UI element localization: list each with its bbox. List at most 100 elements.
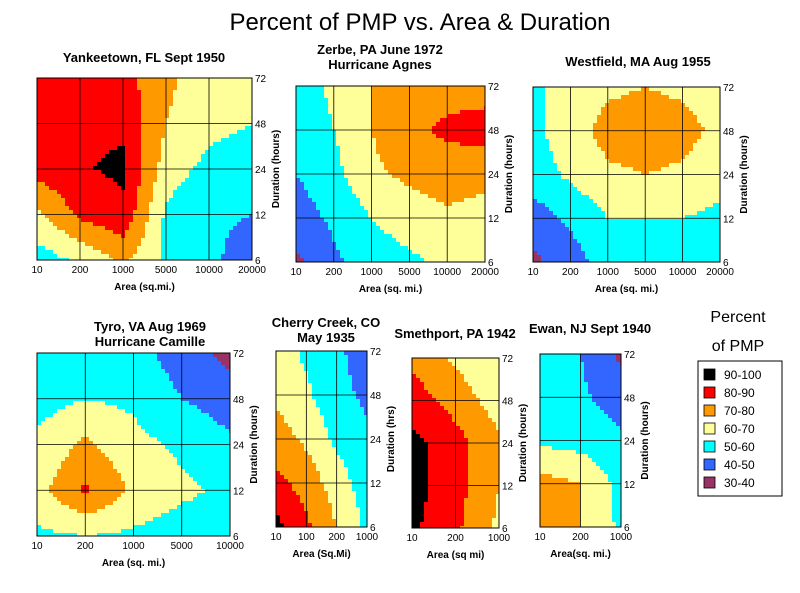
contour-cell <box>328 178 333 183</box>
contour-cell <box>392 114 397 119</box>
contour-cell <box>165 106 170 111</box>
contour-cell <box>384 142 389 147</box>
contour-cell <box>376 110 381 115</box>
contour-cell <box>49 182 54 187</box>
contour-cell <box>541 95 546 100</box>
contour-cell <box>97 238 102 243</box>
contour-cell <box>225 118 230 123</box>
contour-cell <box>125 98 130 103</box>
contour-cell <box>400 178 405 183</box>
contour-cell <box>77 94 82 99</box>
contour-cell <box>149 234 154 239</box>
contour-cell <box>57 118 62 123</box>
contour-cell <box>372 178 377 183</box>
contour-cell <box>344 86 349 91</box>
contour-cell <box>380 90 385 95</box>
contour-cell <box>37 142 42 147</box>
contour-cell <box>693 95 698 100</box>
contour-cell <box>153 146 158 151</box>
contour-cell <box>368 158 373 163</box>
contour-cell <box>324 254 329 259</box>
contour-cell <box>408 226 413 231</box>
y-axis-label: Duration (hours) <box>504 135 515 213</box>
contour-cell <box>209 110 214 115</box>
contour-cell <box>360 98 365 103</box>
contour-cell <box>193 242 198 247</box>
contour-cell <box>101 230 106 235</box>
contour-cell <box>348 210 353 215</box>
contour-cell <box>380 198 385 203</box>
contour-cell <box>368 230 373 235</box>
contour-cell <box>97 90 102 95</box>
contour-cell <box>308 110 313 115</box>
contour-cell <box>81 166 86 171</box>
contour-cell <box>380 102 385 107</box>
contour-cell <box>193 122 198 127</box>
contour-cell <box>428 98 433 103</box>
contour-cell <box>408 210 413 215</box>
contour-cell <box>388 254 393 259</box>
contour-cell <box>153 126 158 131</box>
contour-cell <box>344 174 349 179</box>
contour-cell <box>412 198 417 203</box>
contour-cell <box>428 234 433 239</box>
contour-cell <box>181 186 186 191</box>
contour-cell <box>41 250 46 255</box>
contour-cell <box>129 134 134 139</box>
contour-cell <box>41 246 46 251</box>
contour-cell <box>221 238 226 243</box>
contour-cell <box>61 182 66 187</box>
contour-cell <box>404 118 409 123</box>
contour-cell <box>217 122 222 127</box>
contour-cell <box>237 114 242 119</box>
contour-cell <box>73 154 78 159</box>
contour-cell <box>137 158 142 163</box>
contour-cell <box>617 91 622 96</box>
contour-cell <box>396 222 401 227</box>
contour-cell <box>117 78 122 83</box>
contour-cell <box>93 134 98 139</box>
contour-cell <box>157 118 162 123</box>
contour-cell <box>241 190 246 195</box>
contour-cell <box>201 78 206 83</box>
contour-cell <box>296 126 301 131</box>
contour-cell <box>428 198 433 203</box>
contour-cell <box>213 142 218 147</box>
contour-cell <box>464 194 469 199</box>
contour-cell <box>229 82 234 87</box>
contour-cell <box>412 222 417 227</box>
contour-cell <box>133 86 138 91</box>
contour-cell <box>169 226 174 231</box>
contour-cell <box>416 106 421 111</box>
contour-cell <box>308 238 313 243</box>
contour-cell <box>432 106 437 111</box>
contour-cell <box>189 258 194 261</box>
contour-cell <box>173 178 178 183</box>
contour-cell <box>697 99 702 104</box>
contour-cell <box>77 110 82 115</box>
x-tick-label: 1000 <box>112 265 135 276</box>
contour-cell <box>161 78 166 83</box>
contour-cell <box>37 158 42 163</box>
contour-cell <box>316 158 321 163</box>
contour-cell <box>444 238 449 243</box>
contour-cell <box>209 106 214 111</box>
contour-cell <box>73 166 78 171</box>
contour-cell <box>428 118 433 123</box>
contour-cell <box>356 238 361 243</box>
contour-cell <box>308 162 313 167</box>
contour-cell <box>237 78 242 83</box>
contour-cell <box>85 210 90 215</box>
contour-cell <box>89 254 94 259</box>
contour-cell <box>77 150 82 155</box>
contour-cell <box>209 146 214 151</box>
contour-cell <box>45 146 50 151</box>
contour-cell <box>49 250 54 255</box>
contour-cell <box>344 226 349 231</box>
contour-cell <box>93 154 98 159</box>
contour-cell <box>312 170 317 175</box>
contour-cell <box>709 87 714 92</box>
contour-cell <box>181 158 186 163</box>
contour-cell <box>464 186 469 191</box>
contour-cell <box>364 190 369 195</box>
